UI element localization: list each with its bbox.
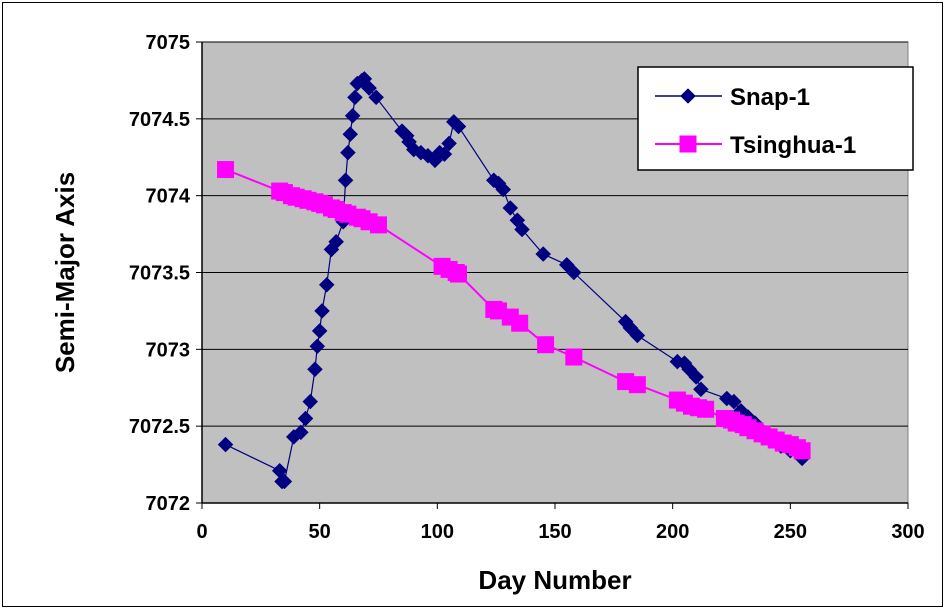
data-point <box>314 303 330 319</box>
data-point <box>344 107 361 124</box>
data-point <box>217 161 235 179</box>
data-point <box>370 216 387 234</box>
legend-marker <box>679 135 697 153</box>
data-point <box>302 393 319 410</box>
data-point <box>337 172 354 189</box>
y-tick-label: 7075 <box>146 32 191 54</box>
x-tick-label: 200 <box>656 521 689 543</box>
data-point <box>368 89 385 106</box>
data-point <box>693 381 709 398</box>
data-point <box>347 89 363 106</box>
y-tick-label: 7074 <box>146 186 191 208</box>
data-point <box>217 436 234 453</box>
y-axis-title: Semi-Major Axis <box>50 172 80 373</box>
data-point <box>292 424 309 441</box>
data-point <box>511 314 529 332</box>
data-point <box>342 126 359 143</box>
x-tick-label: 300 <box>891 521 924 543</box>
data-point <box>450 118 467 135</box>
data-point <box>565 348 583 366</box>
axes <box>201 42 908 504</box>
legend-entry: Snap-1 <box>655 84 810 111</box>
data-point <box>514 221 530 238</box>
x-tick-label: 0 <box>196 521 207 543</box>
data-point <box>502 200 519 216</box>
data-point <box>697 400 715 418</box>
data-point <box>307 361 323 378</box>
x-tick-label: 50 <box>309 521 331 543</box>
series-snap-1 <box>217 71 810 490</box>
series-layer <box>217 71 811 490</box>
data-point <box>535 246 552 262</box>
legend-label: Tsinghua-1 <box>730 132 856 159</box>
data-point <box>628 376 646 394</box>
y-tick-label: 7074.5 <box>129 109 190 131</box>
data-point <box>793 442 811 460</box>
x-axis-title: Day Number <box>478 565 631 595</box>
data-point <box>309 338 326 355</box>
y-tick-label: 7073 <box>146 339 191 361</box>
data-point <box>495 181 512 198</box>
data-point <box>340 144 356 161</box>
y-tick-label: 7072.5 <box>129 416 190 438</box>
data-point <box>276 473 293 490</box>
data-point <box>318 276 335 293</box>
legend-entry: Tsinghua-1 <box>655 132 856 159</box>
data-point <box>688 369 705 385</box>
y-tick-label: 7073.5 <box>129 263 190 285</box>
data-point <box>436 146 453 163</box>
data-point <box>725 393 742 410</box>
x-tick-label: 150 <box>538 521 571 543</box>
tick-labels: 7072 7072.5 7073 7073.5 7074 7074.5 7075 0 50 100… <box>129 32 925 543</box>
legend-label: Snap-1 <box>730 84 810 111</box>
data-point <box>311 323 328 339</box>
data-point <box>361 80 377 96</box>
data-point <box>565 264 582 281</box>
series-tsinghua-1 <box>217 161 811 460</box>
data-point <box>297 410 314 427</box>
x-tick-label: 100 <box>421 521 454 543</box>
x-tick-label: 250 <box>774 521 807 543</box>
legend-marker <box>680 88 696 104</box>
data-point <box>629 327 646 344</box>
legend: Snap-1 Tsinghua-1 <box>637 66 914 171</box>
gridlines <box>196 41 909 509</box>
data-point <box>328 233 344 250</box>
data-point <box>537 336 555 354</box>
data-point <box>450 265 468 283</box>
y-tick-label: 7072 <box>146 493 191 515</box>
data-point <box>441 135 457 152</box>
legend-box <box>637 66 914 171</box>
